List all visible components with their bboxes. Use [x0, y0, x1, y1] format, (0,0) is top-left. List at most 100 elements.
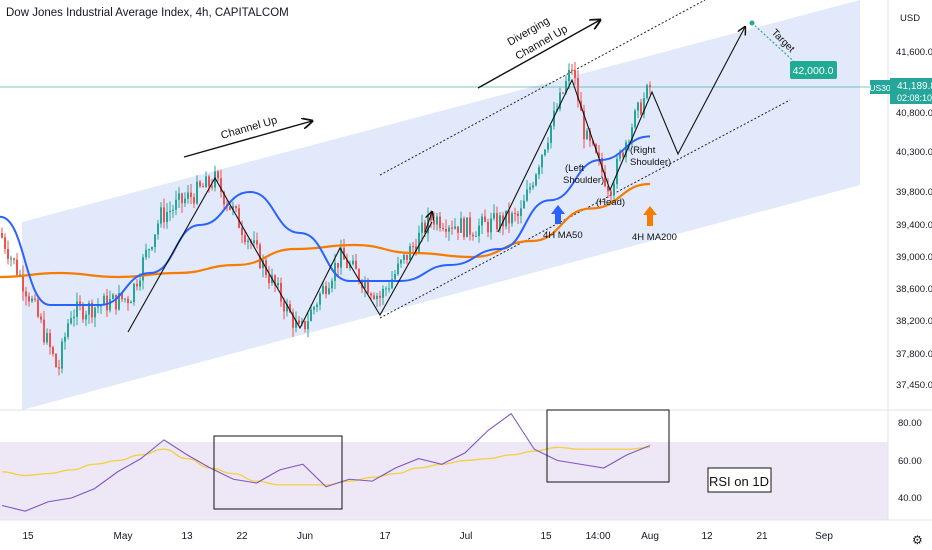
candle-body: [133, 283, 135, 302]
candle-body: [436, 216, 438, 225]
candle-body: [178, 193, 180, 200]
candle-body: [1, 233, 3, 238]
zigzag-path-2: [497, 27, 745, 233]
channel-up-band: [22, 0, 860, 410]
candle-body: [523, 200, 525, 209]
candle-body: [646, 85, 648, 99]
candle-body: [550, 125, 552, 143]
candle-body: [115, 294, 117, 310]
candle-body: [169, 210, 171, 213]
candle-body: [565, 81, 567, 93]
candle-body: [268, 275, 270, 284]
candle-body: [631, 127, 633, 142]
candle-body: [28, 296, 30, 302]
last-price-text: 41,189.8: [897, 81, 932, 92]
price-tick-label: 39,400.0: [896, 220, 932, 231]
candle-body: [571, 69, 573, 71]
candle-body: [490, 218, 492, 233]
candle-body: [625, 142, 627, 157]
target-line: [751, 22, 813, 79]
candle-body: [442, 228, 444, 230]
candle-body: [88, 302, 90, 315]
candle-body: [514, 213, 516, 215]
candle-body: [358, 269, 360, 282]
candle-body: [247, 240, 249, 243]
left-shoulder-label-1: (Left: [565, 163, 584, 174]
candle-body: [301, 321, 303, 324]
candle-body: [121, 293, 123, 300]
candle-body: [205, 176, 207, 188]
candle-body: [112, 294, 114, 299]
price-tick-label: 40,800.0: [896, 108, 932, 119]
candle-body: [148, 249, 150, 251]
candle-body: [349, 264, 351, 268]
zigzag-path: [127, 176, 433, 333]
rsi-label-box: [707, 467, 772, 493]
time-tick-label: May: [114, 531, 133, 542]
candle-body: [67, 323, 69, 337]
left-shoulder-label-2: Shoulder): [563, 175, 604, 186]
candle-body: [433, 220, 435, 225]
candle-body: [412, 246, 414, 248]
candle-body: [76, 301, 78, 317]
candle-body: [127, 298, 129, 304]
candle-body: [328, 288, 330, 294]
candle-body: [532, 185, 534, 188]
target-box: [790, 61, 837, 79]
candle-body: [136, 283, 138, 287]
ma200-arrow: [643, 206, 657, 226]
candle-body: [421, 222, 423, 233]
price-tick-label: 41,600.0: [896, 47, 932, 58]
rsi-tick-label: 80.00: [898, 418, 922, 429]
candle-body: [40, 316, 42, 320]
candle-body: [37, 299, 39, 317]
candle-body: [637, 102, 639, 111]
candle-body: [70, 318, 72, 324]
candle-body: [508, 210, 510, 224]
candle-body: [343, 247, 345, 260]
candle-body: [382, 288, 384, 298]
time-tick-label: 17: [379, 531, 391, 542]
candle-body: [4, 237, 6, 249]
settings-icon[interactable]: ⚙: [912, 533, 923, 547]
candle-body: [379, 295, 381, 298]
candle-body: [589, 130, 591, 141]
candle-body: [313, 307, 315, 310]
candle-body: [277, 282, 279, 286]
candle-body: [406, 254, 408, 260]
candle-body: [337, 262, 339, 268]
candle-body: [151, 247, 153, 250]
candle-body: [235, 206, 237, 209]
time-tick-label: Jul: [460, 531, 473, 542]
candle-body: [319, 293, 321, 305]
symbol-badge: [870, 80, 890, 94]
candle-body: [418, 232, 420, 252]
candle-body: [58, 367, 60, 369]
time-tick-label: 22: [236, 531, 248, 542]
candle-body: [397, 263, 399, 274]
candle-body: [94, 307, 96, 318]
candle-body: [31, 298, 33, 302]
candle-body: [445, 228, 447, 232]
candle-body: [241, 227, 243, 236]
time-tick-label: 15: [22, 531, 34, 542]
settings-icon-box[interactable]: [900, 528, 930, 550]
candle-body: [517, 213, 519, 216]
right-shoulder-label-2: Shoulder): [630, 157, 671, 168]
candle-body: [616, 158, 618, 184]
candle-body: [280, 282, 282, 302]
candle-body: [163, 207, 165, 223]
symbol-badge-text: US30: [869, 83, 891, 93]
candle-body: [340, 247, 342, 268]
candle-body: [232, 206, 234, 210]
price-tick-label: 40,300.0: [896, 147, 932, 158]
candle-body: [82, 305, 84, 320]
price-axis-ticks: 41,600.0 40,800.0 40,300.0 39,800.0 39,400.0…: [896, 47, 932, 391]
time-tick-label: Aug: [641, 531, 659, 542]
candle-body: [553, 110, 555, 126]
candle-body: [292, 312, 294, 328]
candle-body: [64, 336, 66, 342]
candle-body: [604, 171, 606, 187]
